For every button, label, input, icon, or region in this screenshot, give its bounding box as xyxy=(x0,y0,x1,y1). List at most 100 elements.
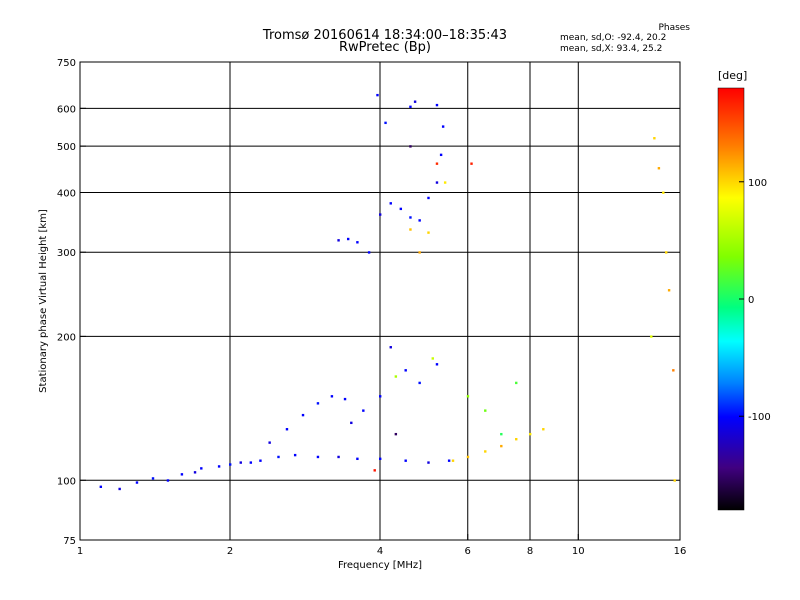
y-tick-label: 750 xyxy=(57,58,76,69)
data-point xyxy=(384,121,387,125)
data-point xyxy=(330,395,334,398)
x-tick-label: 6 xyxy=(465,546,471,557)
data-point xyxy=(379,457,382,461)
data-point xyxy=(99,485,103,489)
data-point xyxy=(431,357,434,360)
data-point xyxy=(447,459,451,462)
x-tick-label: 4 xyxy=(377,546,383,557)
data-point xyxy=(484,450,487,453)
data-point xyxy=(151,477,155,480)
data-point xyxy=(409,216,412,219)
data-point xyxy=(316,455,320,459)
y-tick-label: 75 xyxy=(63,536,76,547)
data-point xyxy=(515,381,518,385)
data-point xyxy=(118,487,121,491)
data-point xyxy=(316,402,320,405)
data-point xyxy=(135,481,139,484)
data-point xyxy=(435,162,439,165)
data-point xyxy=(441,125,445,128)
data-point xyxy=(166,479,170,482)
data-point xyxy=(373,469,376,472)
data-point xyxy=(285,428,289,431)
data-point xyxy=(394,375,398,378)
x-tick-label: 2 xyxy=(227,546,233,557)
data-point xyxy=(409,105,412,109)
colorbar-tick-label: -100 xyxy=(748,412,771,423)
data-point xyxy=(409,228,412,231)
x-axis-label: Frequency [MHz] xyxy=(338,560,422,571)
y-tick-label: 400 xyxy=(57,188,76,199)
data-point xyxy=(337,455,340,459)
data-point xyxy=(435,181,439,184)
data-point xyxy=(427,231,430,234)
data-point xyxy=(435,363,439,366)
data-point xyxy=(268,441,271,444)
y-tick-label: 500 xyxy=(57,142,76,153)
data-point xyxy=(667,289,671,292)
data-point xyxy=(542,428,545,431)
data-point xyxy=(500,444,503,448)
data-point xyxy=(389,346,392,349)
data-point xyxy=(239,461,242,464)
x-tick-label: 16 xyxy=(674,546,687,557)
data-point xyxy=(529,432,532,436)
y-axis-label: Stationary phase Virtual Height [km] xyxy=(38,209,49,393)
data-point xyxy=(466,395,470,398)
data-point xyxy=(293,453,297,457)
y-tick-label: 300 xyxy=(57,248,76,259)
data-point xyxy=(418,381,421,385)
data-point xyxy=(515,437,518,441)
y-tick-label: 200 xyxy=(57,332,76,343)
data-point xyxy=(413,100,417,103)
data-point xyxy=(427,196,430,200)
data-point xyxy=(337,239,340,242)
data-point xyxy=(404,459,407,462)
data-point xyxy=(259,459,262,462)
axis-ticks: 1 2 4 6 8 10 16 75 100 200 300 400 500 600 750 xyxy=(57,58,686,557)
data-point xyxy=(379,395,382,398)
data-point xyxy=(301,413,305,417)
phase-stats-x-mode: mean, sd,X: 93.4, 25.2 xyxy=(560,44,663,54)
data-point xyxy=(439,153,443,157)
data-point xyxy=(484,409,487,412)
data-point xyxy=(180,473,184,476)
data-point xyxy=(356,241,359,244)
chart-subtitle: RwPretec (Bp) xyxy=(338,40,432,55)
data-point xyxy=(346,237,350,241)
data-point xyxy=(362,409,365,412)
scatter-points xyxy=(99,93,676,491)
data-point xyxy=(200,467,203,470)
data-point xyxy=(389,202,392,205)
data-point xyxy=(399,207,403,211)
phase-stats-o-mode: mean, sd,O: -92.4, 20.2 xyxy=(560,33,667,43)
colorbar-ticks: 100 0 -100 xyxy=(739,178,771,423)
data-point xyxy=(229,463,232,466)
data-point xyxy=(466,455,470,459)
data-point xyxy=(650,335,653,338)
data-point xyxy=(418,251,421,254)
x-tick-label: 10 xyxy=(572,546,585,557)
data-point xyxy=(500,432,503,436)
data-point xyxy=(277,455,280,459)
data-point xyxy=(443,181,447,184)
grid-lines xyxy=(80,62,680,540)
data-point xyxy=(427,461,430,464)
x-tick-label: 1 xyxy=(77,546,83,557)
data-point xyxy=(435,103,439,107)
data-point xyxy=(451,459,455,462)
chart-title: Tromsø 20160614 18:34:00–18:35:43 xyxy=(262,28,508,43)
data-point xyxy=(470,162,473,165)
data-point xyxy=(394,432,398,436)
data-point xyxy=(418,219,421,222)
colorbar-tick-label: 0 xyxy=(748,295,754,306)
data-point xyxy=(672,369,675,372)
data-point xyxy=(367,251,371,254)
data-point xyxy=(217,465,221,468)
data-point xyxy=(343,397,347,401)
data-point xyxy=(356,457,359,461)
data-point xyxy=(249,461,253,464)
y-tick-label: 600 xyxy=(57,104,76,115)
data-point xyxy=(657,167,661,170)
colorbar-unit-label: [deg] xyxy=(718,69,748,82)
